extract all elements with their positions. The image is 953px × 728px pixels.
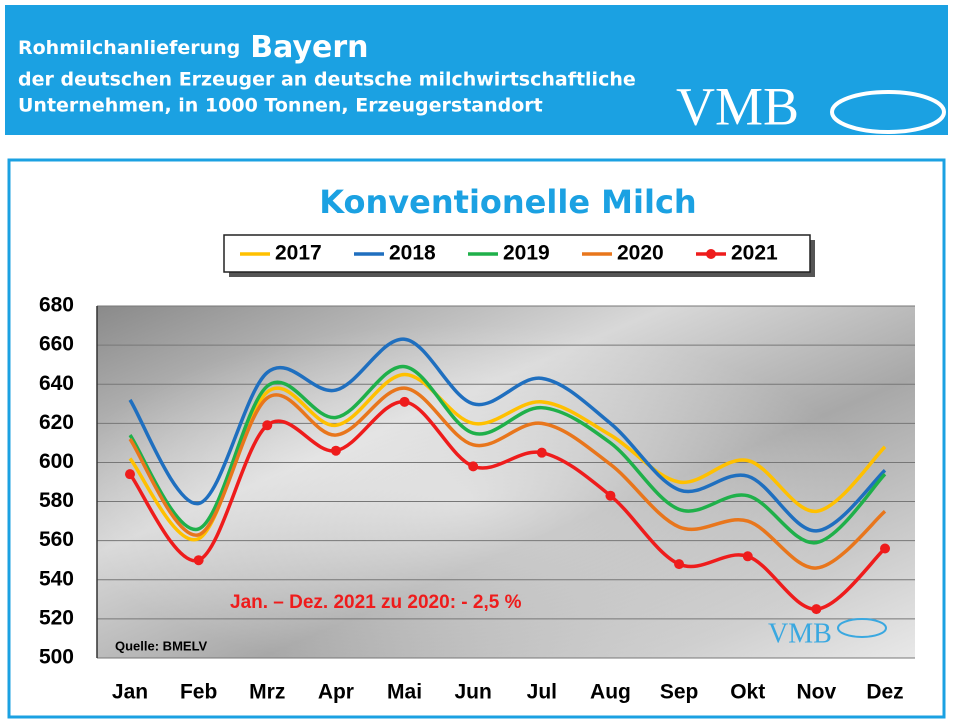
x-tick-label: Apr — [318, 681, 354, 704]
y-tick-label: 520 — [39, 606, 74, 629]
y-tick-label: 680 — [39, 294, 74, 317]
x-tick-label: Dez — [866, 681, 903, 704]
y-tick-label: 660 — [39, 333, 74, 356]
legend-marker — [706, 249, 716, 259]
header-logo: VMB — [676, 76, 799, 136]
point — [125, 469, 135, 480]
point — [811, 604, 822, 615]
point — [193, 555, 204, 566]
x-tick-label: Jun — [455, 681, 492, 704]
x-tick-label: Feb — [180, 681, 217, 704]
y-tick-label: 540 — [39, 567, 74, 590]
header-subtitle: der deutschen Erzeuger an deutsche milch… — [18, 69, 636, 91]
point — [399, 396, 410, 407]
point — [742, 551, 753, 562]
watermark-swirl — [837, 618, 887, 638]
y-tick-label: 580 — [39, 489, 74, 512]
header-subtitle: Unternehmen, in 1000 Tonnen, Erzeugersta… — [18, 95, 543, 117]
x-tick-label: Jul — [527, 681, 557, 704]
annotation: Jan. – Dez. 2021 zu 2020: - 2,5 % — [230, 592, 522, 613]
watermark-logo: VMB — [768, 618, 832, 649]
x-tick-label: Nov — [797, 681, 837, 704]
series-line — [128, 337, 887, 533]
point — [674, 559, 685, 570]
chart-title: Konventionelle Milch — [319, 183, 696, 221]
source: Quelle: BMELV — [115, 638, 208, 653]
header-prefix: Rohmilchanlieferung — [18, 37, 240, 59]
y-tick-label: 640 — [39, 372, 74, 395]
x-tick-label: Sep — [660, 681, 699, 704]
header-title: Rohmilchanlieferung Bayern — [18, 30, 369, 65]
legend-label: 2021 — [731, 242, 778, 265]
header-region: Bayern — [250, 30, 368, 65]
legend-label: 2017 — [275, 242, 322, 265]
x-tick-label: Aug — [590, 681, 631, 704]
header-band — [5, 5, 948, 135]
logo-swirl — [830, 90, 946, 134]
point — [262, 420, 273, 431]
x-tick-label: Jan — [112, 681, 148, 704]
y-tick-label: 620 — [39, 411, 74, 434]
legend-label: 2019 — [503, 242, 550, 265]
x-tick-label: Okt — [730, 681, 765, 704]
plot-glow — [97, 306, 915, 658]
x-tick-label: Mrz — [249, 681, 285, 704]
point — [536, 447, 547, 458]
y-tick-label: 600 — [39, 450, 74, 473]
series-line — [128, 386, 887, 570]
legend-label: 2018 — [389, 242, 436, 265]
series-lines — [125, 337, 890, 615]
point — [880, 543, 890, 554]
x-tick-label: Mai — [387, 681, 422, 704]
legend-label: 2020 — [617, 242, 664, 265]
series-line — [128, 364, 887, 545]
point — [468, 461, 479, 472]
y-tick-label: 560 — [39, 528, 74, 551]
y-tick-label: 500 — [39, 646, 74, 669]
point — [605, 490, 616, 501]
point — [330, 445, 341, 456]
